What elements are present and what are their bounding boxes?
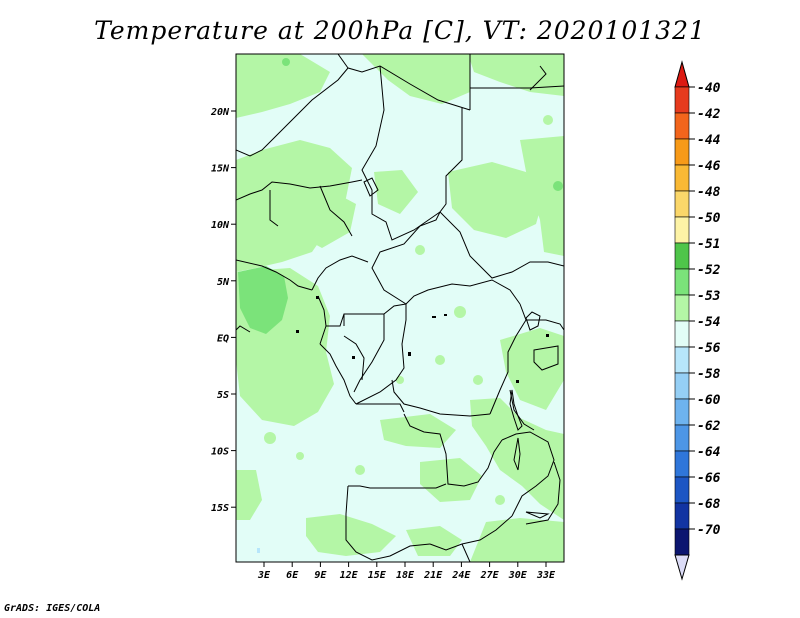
- temperature-fill-layer: [236, 54, 564, 562]
- color-legend: -40 -42 -44 -46 -48 -50 -51 -52 -53 -54 -56 -58 -60 -…: [674, 60, 721, 581]
- legend-label: -68: [697, 497, 721, 512]
- legend-label: -52: [697, 263, 721, 278]
- legend-label: -60: [697, 393, 721, 408]
- map-frame: [235, 53, 565, 563]
- lat-label: 5N: [217, 277, 230, 288]
- legend-swatch: [674, 86, 690, 114]
- legend-swatch: [674, 164, 690, 192]
- legend-swatch: [674, 268, 690, 296]
- legend-label: -48: [697, 185, 721, 200]
- country-boundaries: [236, 54, 564, 562]
- legend-swatch: [674, 242, 690, 270]
- legend-swatch: [674, 424, 690, 452]
- lon-label: 15E: [368, 570, 387, 581]
- lat-label: 5S: [217, 390, 229, 401]
- legend-swatch: [674, 294, 690, 322]
- map-title: Temperature at 200hPa [C], VT: 202010132…: [94, 16, 706, 45]
- longitude-axis: 3E 6E 9E 12E 15E 18E 21E 24E 27E 30E 33E: [257, 562, 556, 581]
- legend-swatch: [674, 450, 690, 478]
- legend-swatch: [674, 112, 690, 140]
- lon-label: 30E: [508, 570, 528, 581]
- legend-label: -54: [697, 315, 721, 330]
- lat-label: 15S: [211, 503, 229, 514]
- legend-label: -64: [697, 445, 721, 460]
- legend-label: -70: [697, 523, 721, 538]
- legend-label: -56: [697, 341, 721, 356]
- lon-label: 9E: [314, 570, 327, 581]
- legend-top-arrow: [674, 60, 690, 88]
- lon-label: 3E: [257, 570, 271, 581]
- legend-swatch: [674, 346, 690, 374]
- legend-swatch: [674, 320, 690, 348]
- latitude-axis: 20N 15N 10N 5N EQ 5S 10S 15S: [210, 107, 236, 514]
- lon-label: 24E: [451, 570, 471, 581]
- legend-bottom-arrow: [674, 554, 690, 581]
- lon-label: 18E: [396, 570, 415, 581]
- legend-swatch: [674, 372, 690, 400]
- legend-label: -66: [697, 471, 721, 486]
- legend-swatch: [674, 190, 690, 218]
- legend-label: -58: [697, 367, 721, 382]
- legend-swatch: [674, 502, 690, 530]
- legend-swatch: [674, 216, 690, 244]
- lon-label: 27E: [480, 570, 500, 581]
- legend-label: -51: [697, 237, 720, 252]
- legend-label: -42: [697, 107, 721, 122]
- lon-label: 21E: [423, 570, 443, 581]
- legend-label: -40: [697, 81, 721, 96]
- legend-swatch: [674, 138, 690, 166]
- lon-label: 33E: [536, 570, 556, 581]
- lake-markers: [296, 296, 549, 383]
- legend-label: -62: [697, 419, 721, 434]
- legend-label: -53: [697, 289, 721, 304]
- lat-label: 20N: [210, 107, 230, 118]
- lon-label: 6E: [286, 570, 299, 581]
- legend-label: -46: [697, 159, 721, 174]
- lat-label: 15N: [211, 164, 230, 175]
- grads-credit: GrADS: IGES/COLA: [4, 603, 101, 614]
- lat-label: 10S: [211, 447, 229, 458]
- legend-label: -50: [697, 211, 721, 226]
- lat-label: EQ: [217, 333, 229, 344]
- legend-swatch: [674, 476, 690, 504]
- lon-label: 12E: [340, 570, 359, 581]
- legend-swatch: [674, 528, 690, 556]
- lat-label: 10N: [211, 220, 230, 231]
- legend-swatch: [674, 398, 690, 426]
- legend-label: -44: [697, 133, 721, 148]
